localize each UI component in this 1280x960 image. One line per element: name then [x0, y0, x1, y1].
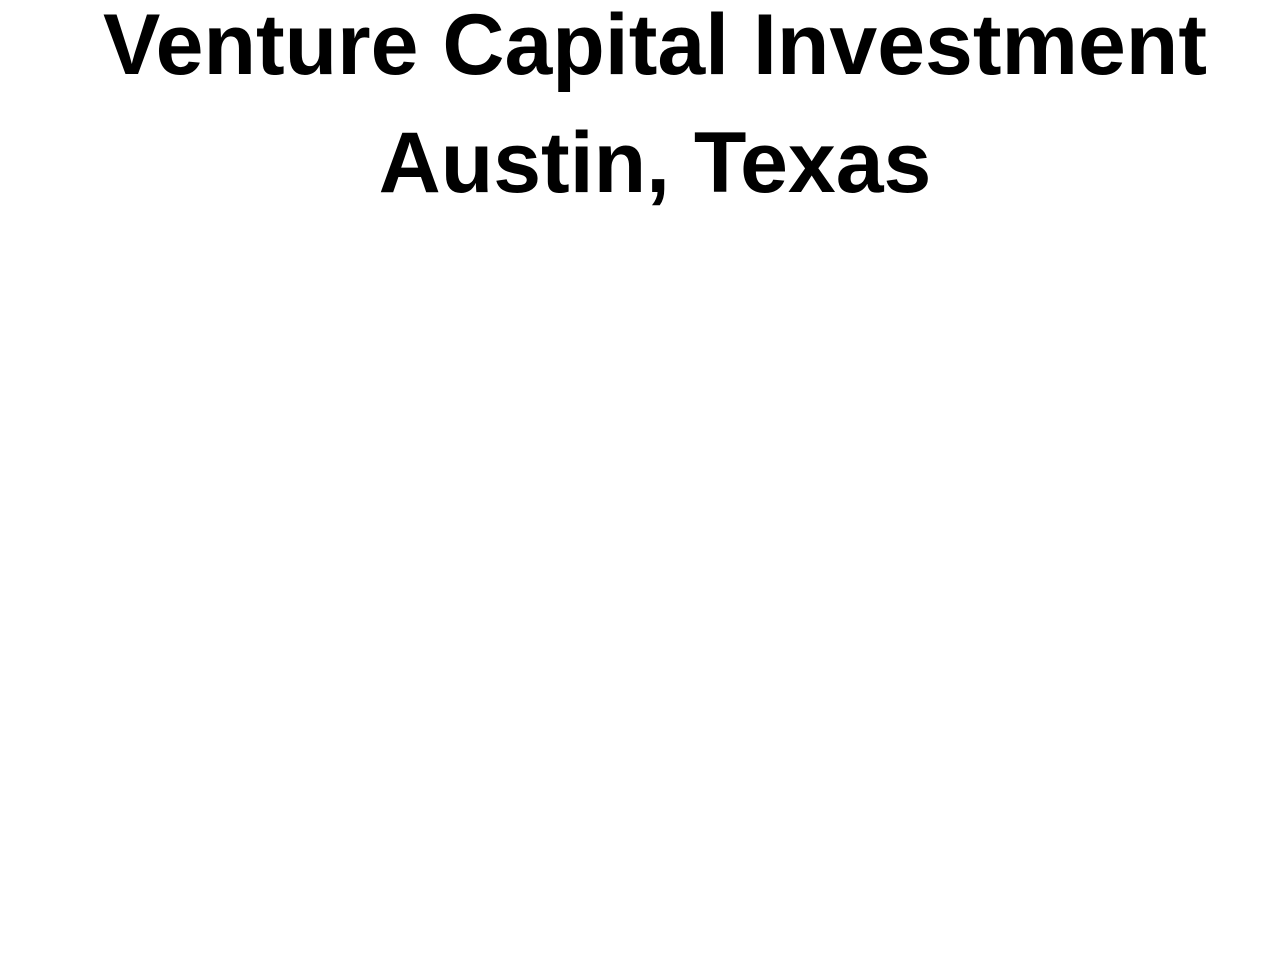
bar	[1150, 439, 1242, 916]
x-tick-label: 2007	[142, 932, 191, 957]
bar	[378, 758, 470, 916]
chart-title-line2: Austin, Texas	[378, 115, 932, 211]
chart-title-line1: Venture Capital Investment	[103, 0, 1207, 93]
bar	[1022, 299, 1114, 916]
x-tick-label: 2008	[271, 932, 320, 957]
x-tick-label: 2013	[914, 932, 963, 957]
bar	[893, 581, 985, 916]
x-tick-label: 2014	[1043, 932, 1092, 957]
x-tick-label: 2009	[400, 932, 449, 957]
bar	[507, 648, 599, 916]
bar	[249, 567, 341, 916]
x-tick-label: 2010	[528, 932, 577, 957]
bar	[121, 576, 213, 916]
x-tick-label: 2006	[14, 932, 63, 957]
x-tick-label: 2012	[786, 932, 835, 957]
x-tick-label: 2011	[658, 932, 705, 957]
line-series	[37, 200, 1280, 623]
x-tick-label: 2015	[1172, 932, 1221, 957]
bar	[636, 557, 727, 916]
bar	[764, 490, 856, 916]
bar	[0, 524, 84, 916]
